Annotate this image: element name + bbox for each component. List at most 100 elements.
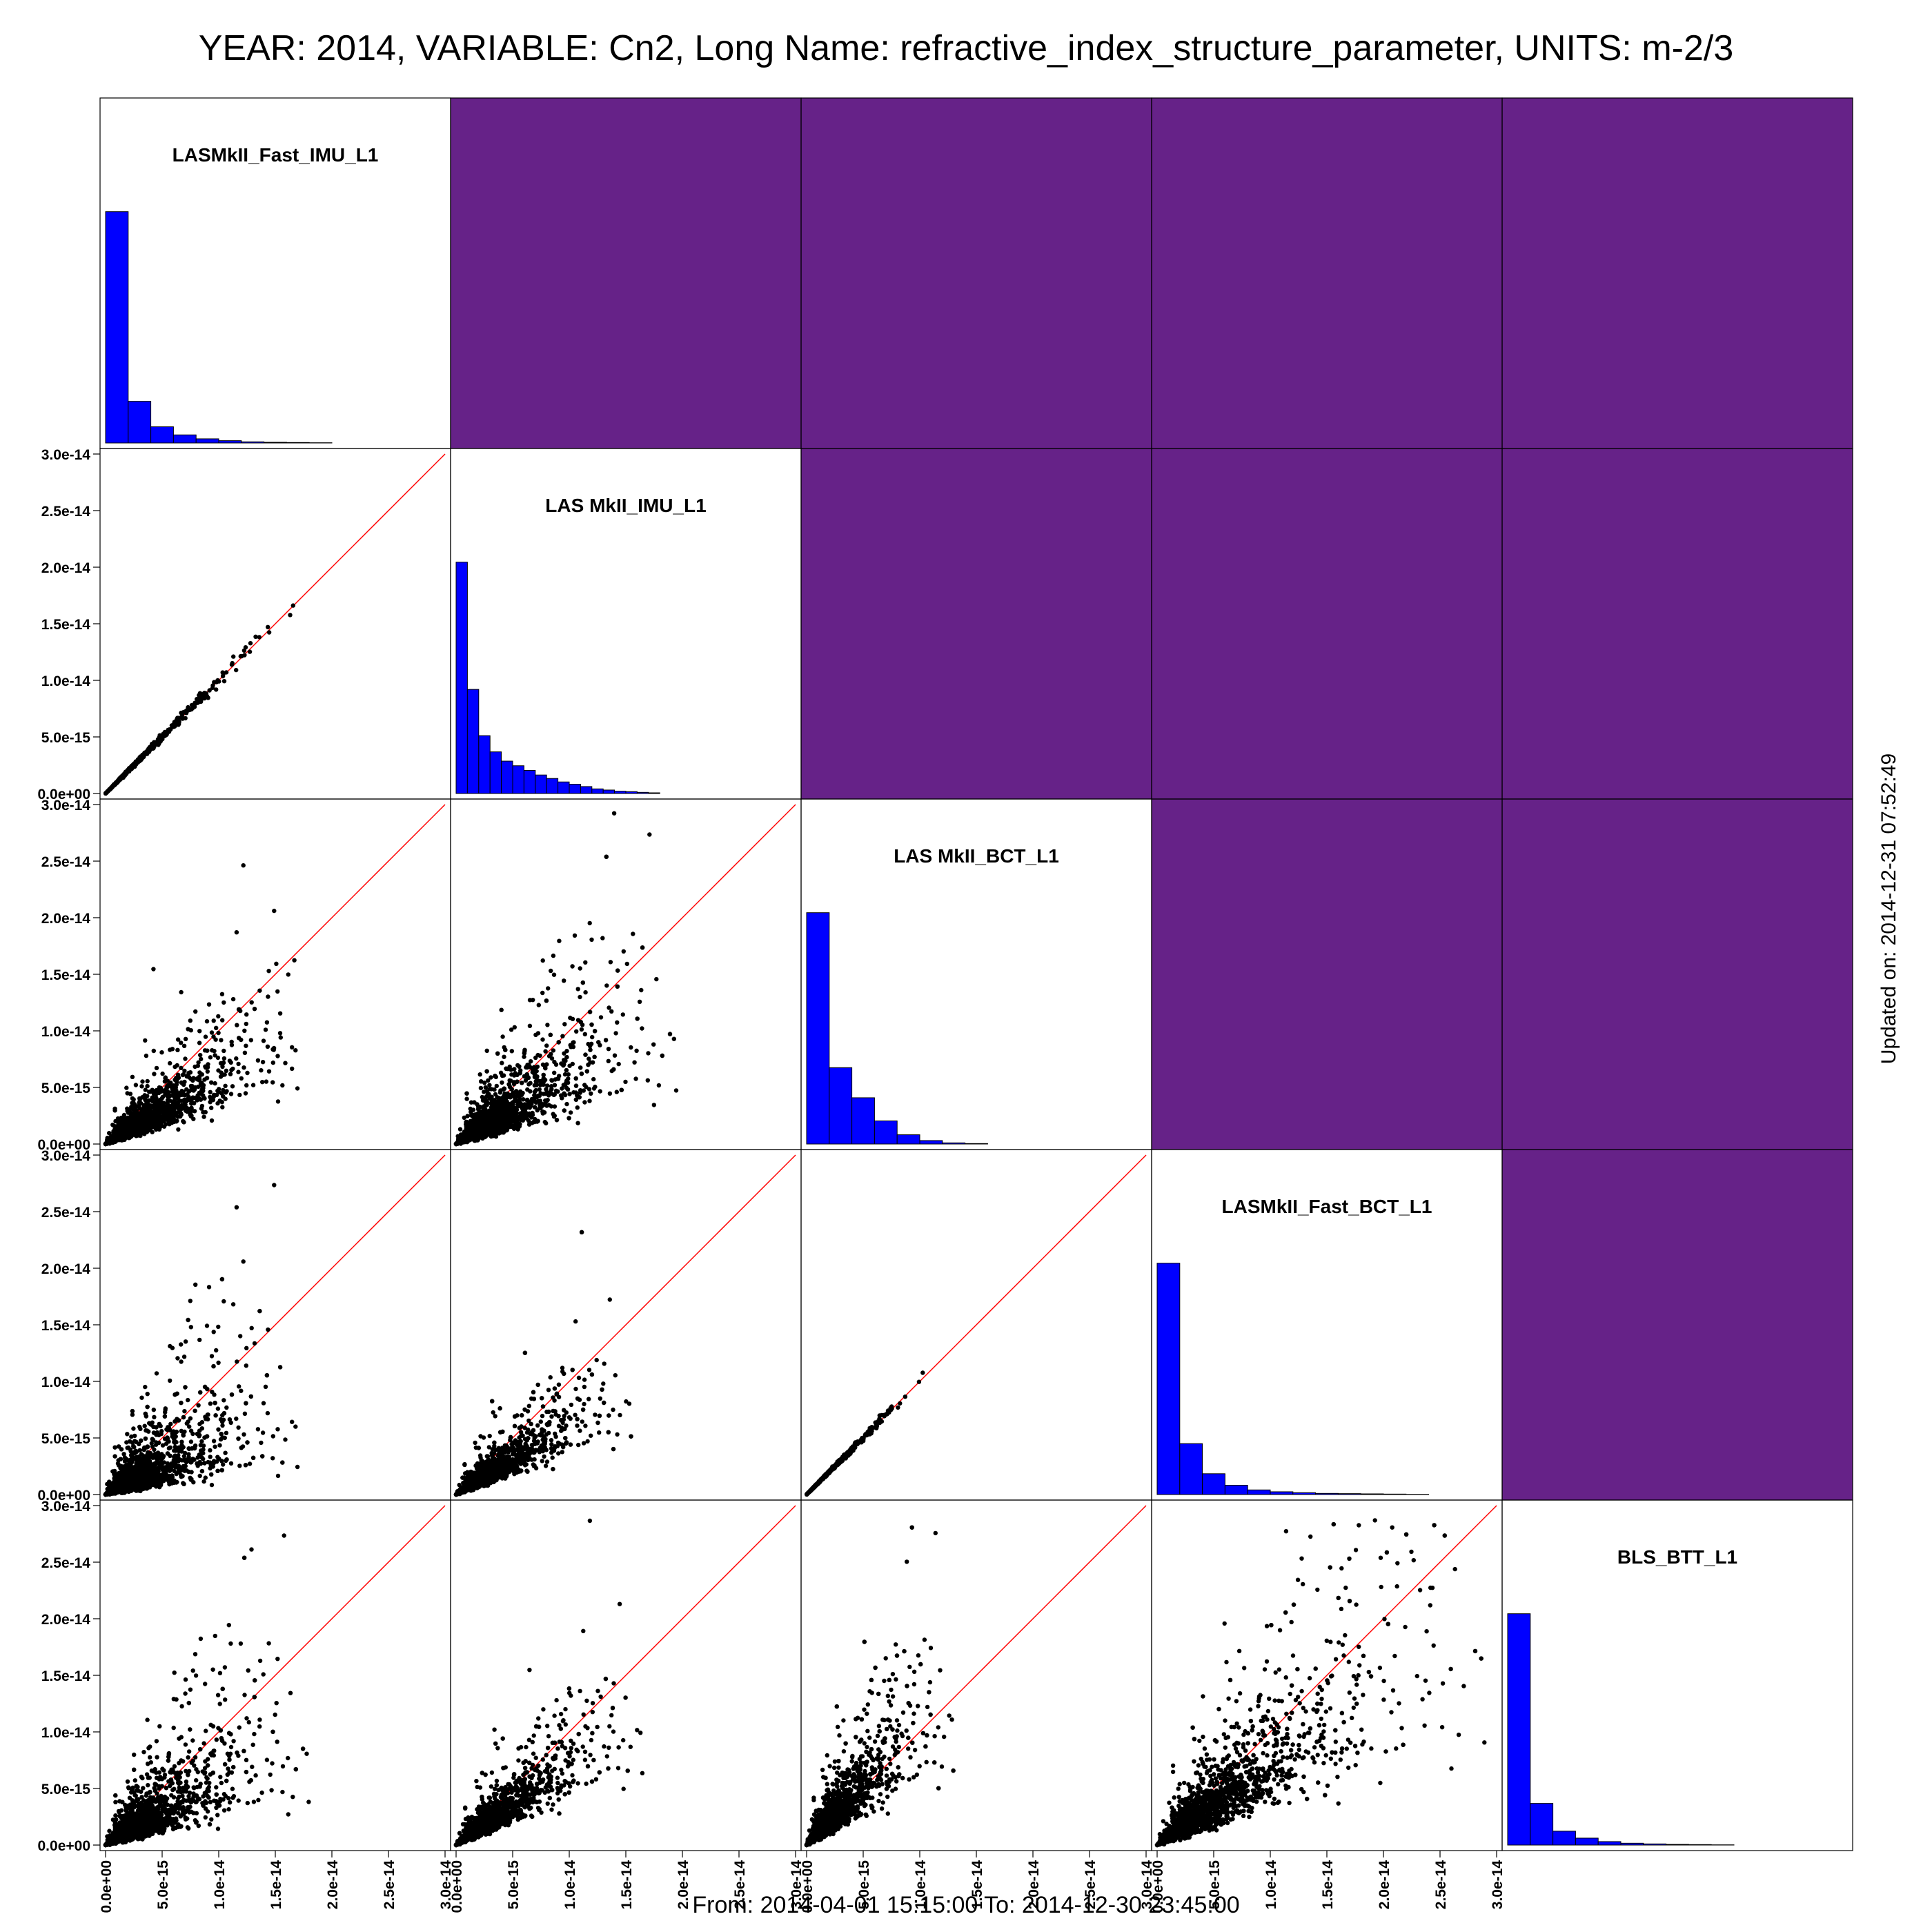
data-point (210, 1048, 214, 1052)
data-point (652, 1103, 656, 1107)
data-point (146, 1079, 150, 1083)
data-point (279, 1035, 283, 1039)
data-point (612, 811, 616, 816)
data-point (148, 1109, 152, 1113)
data-point (212, 1093, 216, 1097)
data-point (500, 1034, 504, 1038)
data-point (186, 1097, 190, 1101)
data-point (160, 1103, 164, 1107)
data-point (562, 1092, 566, 1096)
data-point (181, 1119, 185, 1123)
data-point (500, 1008, 504, 1012)
data-point (513, 1025, 517, 1029)
data-point (241, 1065, 246, 1070)
data-point (155, 1066, 159, 1070)
histogram-bar (897, 1135, 920, 1144)
data-point (276, 1099, 280, 1103)
data-point (564, 1102, 569, 1106)
histogram-bar (807, 913, 829, 1144)
data-point (222, 1056, 226, 1061)
data-point (140, 1079, 144, 1083)
data-point (184, 1037, 188, 1041)
histogram-bar (1293, 1492, 1316, 1495)
data-point (200, 697, 204, 701)
data-point (136, 1132, 140, 1136)
data-point (188, 1018, 193, 1023)
histogram-bar (286, 442, 309, 443)
data-point (116, 1116, 120, 1121)
data-point (239, 1076, 244, 1081)
data-point (557, 939, 561, 943)
data-point (234, 668, 238, 672)
data-point (152, 1072, 156, 1076)
data-point (160, 1096, 164, 1100)
data-point (243, 1051, 247, 1055)
data-point (264, 1027, 268, 1032)
data-point (172, 1098, 176, 1103)
data-point (219, 1038, 223, 1042)
data-point (201, 1114, 206, 1118)
data-point (189, 1028, 193, 1032)
data-point (187, 1089, 191, 1093)
data-point (253, 1007, 257, 1011)
data-point (537, 1003, 541, 1007)
data-point (145, 1105, 149, 1110)
data-point (209, 1081, 213, 1085)
data-point (244, 1022, 248, 1026)
data-point (206, 1070, 210, 1074)
upper-panel-2-3 (1152, 799, 1502, 1150)
data-point (485, 1049, 489, 1053)
data-point (143, 1112, 147, 1116)
data-point (479, 1086, 483, 1090)
data-point (291, 603, 295, 607)
data-point (464, 1096, 469, 1101)
data-point (607, 1047, 611, 1051)
data-point (210, 1030, 214, 1034)
data-point (207, 1003, 211, 1007)
data-point (266, 1045, 270, 1049)
data-point (251, 1083, 255, 1087)
data-point (162, 734, 166, 738)
data-point (220, 992, 224, 996)
data-point (124, 1085, 128, 1090)
data-point (152, 1049, 156, 1053)
data-point (119, 1119, 124, 1123)
data-point (188, 1070, 193, 1074)
data-point (168, 1061, 172, 1065)
data-point (185, 1074, 189, 1078)
histogram-bar (1203, 1474, 1225, 1495)
data-point (625, 962, 629, 966)
upper-panel-3-4 (1502, 1150, 1853, 1500)
data-point (583, 1032, 587, 1036)
data-point (182, 1044, 186, 1048)
data-point (571, 1017, 575, 1021)
data-point (270, 1047, 275, 1052)
data-point (237, 1093, 241, 1097)
data-point (215, 1101, 219, 1105)
data-point (186, 708, 190, 712)
data-point (130, 1106, 135, 1110)
histogram-bar (580, 787, 591, 793)
data-point (591, 1077, 595, 1081)
data-point (528, 1024, 532, 1028)
histogram-bar (1553, 1831, 1576, 1845)
data-point (250, 1000, 254, 1005)
data-point (242, 1029, 246, 1033)
data-point (230, 1067, 235, 1071)
data-point (151, 1125, 155, 1129)
histogram-bar (456, 562, 467, 793)
data-point (241, 863, 246, 867)
data-point (541, 958, 545, 963)
data-point (527, 1123, 531, 1127)
histogram-bar (1508, 1614, 1530, 1845)
histogram-bar (1316, 1493, 1339, 1495)
histogram-bar (592, 789, 603, 793)
histogram-bar (128, 402, 151, 443)
data-point (212, 1018, 216, 1023)
data-point (210, 683, 215, 687)
data-point (632, 1061, 636, 1065)
histogram-bar (829, 1067, 852, 1144)
data-point (524, 1078, 528, 1083)
data-point (154, 1096, 158, 1100)
data-point (168, 1094, 172, 1098)
